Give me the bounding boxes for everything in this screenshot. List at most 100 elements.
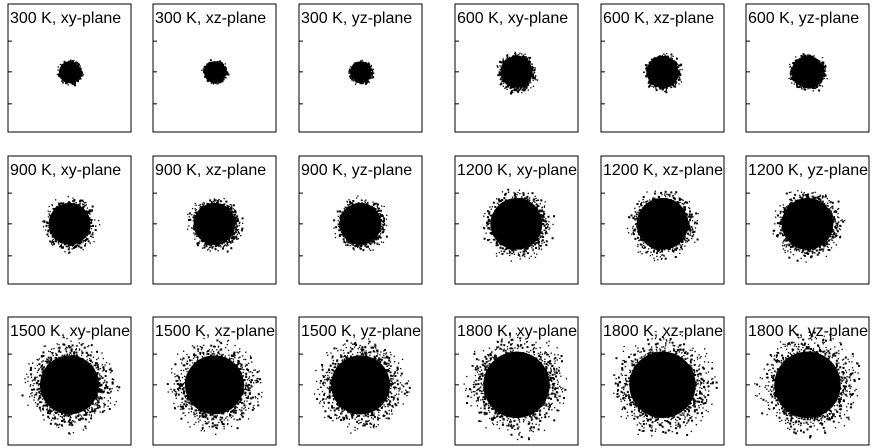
scatter-point [62, 63, 65, 66]
scatter-point [219, 62, 221, 64]
scatter-point [383, 218, 385, 221]
scatter-point [816, 58, 818, 61]
scatter-point [523, 244, 525, 246]
scatter-point [510, 248, 513, 251]
scatter-point [814, 82, 816, 85]
scatter-point [63, 242, 65, 244]
scatter-point [228, 236, 230, 238]
scatter-point [338, 234, 341, 237]
scatter-point [500, 73, 502, 76]
scatter-point [660, 250, 663, 253]
scatter-point [670, 191, 673, 194]
scatter-point [368, 68, 370, 71]
scatter-point [334, 233, 336, 235]
scatter-point [641, 201, 643, 204]
scatter-point [370, 68, 373, 70]
scatter-point [796, 64, 799, 67]
scatter-point [528, 79, 531, 82]
scatter-point [503, 251, 506, 253]
scatter-point [349, 77, 352, 80]
scatter-point [212, 243, 215, 246]
scatter-point [519, 52, 521, 54]
scatter-point [349, 241, 352, 244]
scatter-point [54, 240, 57, 242]
scatter-point [228, 213, 231, 215]
scatter-point [671, 58, 674, 61]
scatter-point [523, 197, 526, 200]
scatter-point [85, 233, 88, 235]
scatter-point [809, 58, 811, 61]
scatter-point [77, 63, 80, 66]
scatter-point [513, 248, 515, 251]
scatter-point [509, 203, 512, 205]
scatter-point [516, 87, 519, 90]
scatter-core [193, 202, 236, 245]
scatter-point [535, 203, 538, 205]
scatter-point [668, 60, 671, 63]
scatter-point [57, 241, 60, 243]
scatter-point [671, 61, 674, 64]
scatter-point [344, 219, 346, 222]
scatter-point [518, 201, 520, 203]
scatter-point [199, 215, 202, 217]
scatter-point [502, 74, 505, 77]
scatter-point [204, 237, 206, 240]
scatter-point [371, 74, 373, 76]
scatter-point [372, 207, 375, 210]
scatter-point [650, 200, 652, 202]
scatter-point [215, 240, 218, 243]
scatter-point [336, 210, 339, 213]
scatter-point [675, 201, 677, 203]
scatter-point [512, 89, 514, 91]
scatter-point [789, 72, 792, 75]
scatter-point [87, 227, 89, 229]
scatter-point [51, 215, 53, 217]
scatter-point [354, 83, 357, 86]
scatter-point [53, 216, 56, 219]
scatter-point [81, 203, 84, 205]
scatter-point [652, 62, 654, 64]
scatter-point [61, 79, 63, 81]
scatter-point [655, 244, 658, 247]
scatter-point [676, 247, 679, 250]
scatter-point [361, 202, 363, 204]
scatter-point [230, 216, 232, 219]
scatter-point [63, 63, 65, 65]
scatter-point [639, 210, 642, 213]
scatter-point [662, 244, 665, 247]
panel-300k-xz: 300 K, xz-plane [152, 3, 277, 133]
scatter-point [681, 214, 683, 217]
scatter-point [676, 73, 679, 76]
scatter-point [639, 235, 642, 237]
scatter-point [506, 54, 509, 56]
scatter-point [222, 67, 224, 69]
scatter-point [523, 247, 526, 249]
scatter-point [499, 60, 502, 63]
scatter-point [59, 237, 61, 239]
scatter-point [662, 87, 664, 89]
scatter-point [354, 205, 357, 208]
scatter-point [490, 241, 492, 244]
scatter-point [511, 83, 514, 86]
scatter-point [207, 240, 209, 242]
scatter-point [505, 199, 508, 202]
scatter-point [501, 240, 504, 242]
scatter-point [72, 81, 75, 84]
scatter-point [367, 80, 369, 82]
scatter-point [513, 203, 516, 206]
scatter-point [370, 249, 372, 252]
scatter-point [523, 201, 525, 204]
scatter-point [78, 67, 80, 69]
scatter-point [504, 201, 507, 203]
scatter-point [368, 76, 370, 78]
scatter-point [681, 68, 683, 71]
scatter-point [343, 240, 345, 242]
scatter-point [793, 78, 795, 80]
scatter-point [647, 244, 649, 246]
scatter-point [541, 206, 543, 208]
scatter-point [680, 245, 683, 247]
scatter-point [544, 233, 547, 235]
scatter-point [675, 57, 678, 60]
scatter-point [820, 62, 822, 64]
scatter-point [542, 219, 545, 222]
